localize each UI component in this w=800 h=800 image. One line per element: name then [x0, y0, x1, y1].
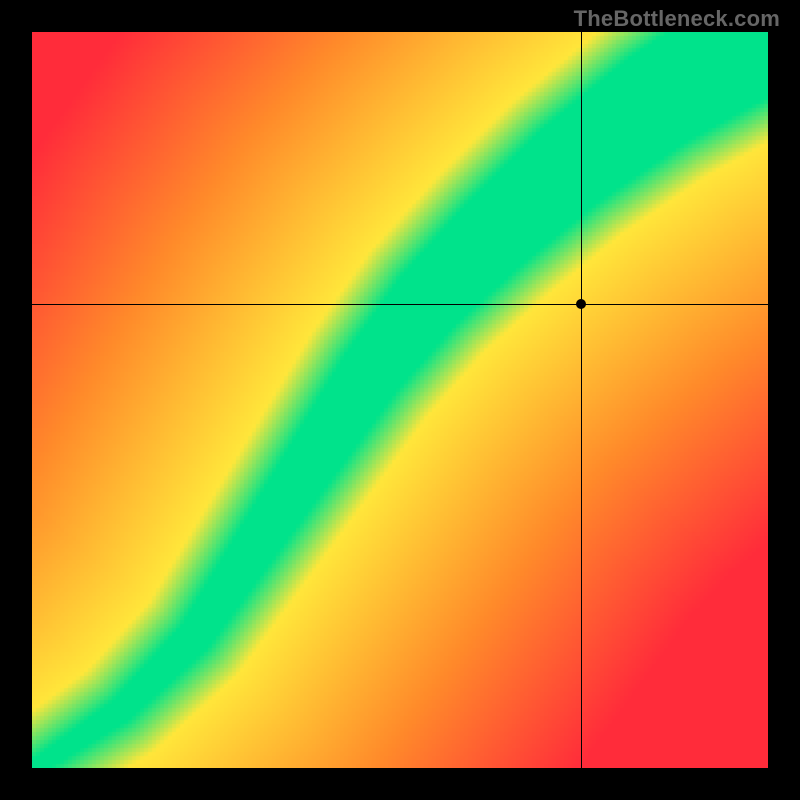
crosshair-vertical: [581, 32, 582, 768]
crosshair-marker-dot: [576, 299, 586, 309]
heatmap-canvas: [32, 32, 768, 768]
plot-area: [32, 32, 768, 768]
chart-container: TheBottleneck.com: [0, 0, 800, 800]
watermark-text: TheBottleneck.com: [574, 6, 780, 32]
crosshair-horizontal: [32, 304, 768, 305]
